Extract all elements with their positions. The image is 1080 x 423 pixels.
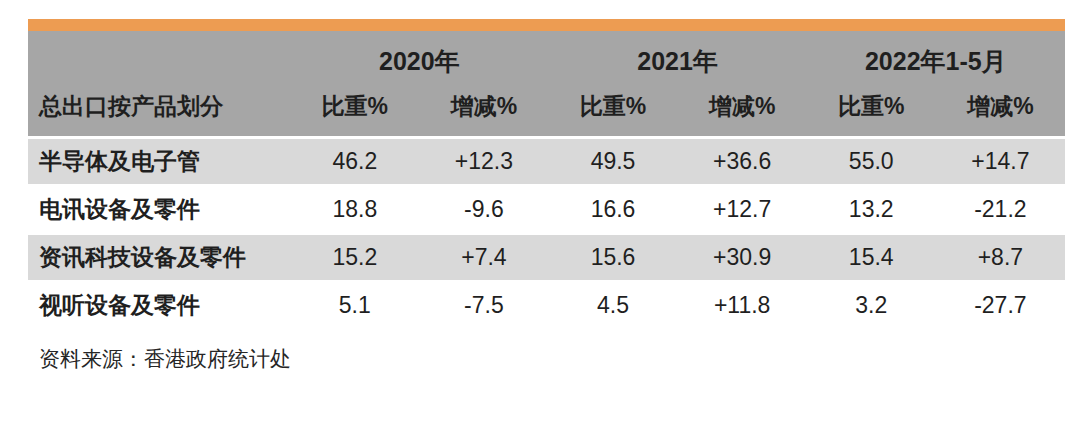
table-row-it-equipment: 资讯科技设备及零件 15.2 +7.4 15.6 +30.9 15.4 +8.7: [28, 233, 1065, 281]
cell-value: 55.0: [807, 137, 936, 185]
col-header-change-2020: 增减%: [419, 85, 548, 137]
cell-value: 16.6: [548, 185, 677, 233]
col-header-share-2021: 比重%: [548, 85, 677, 137]
cell-value: 15.2: [290, 233, 419, 281]
cell-value: +36.6: [678, 137, 807, 185]
cell-value: +30.9: [678, 233, 807, 281]
cell-value: 49.5: [548, 137, 677, 185]
year-header-2021: 2021年: [548, 31, 806, 85]
cell-value: +12.3: [419, 137, 548, 185]
cell-value: +11.8: [678, 281, 807, 329]
cell-value: 13.2: [807, 185, 936, 233]
row-label: 电讯设备及零件: [28, 185, 290, 233]
row-label: 资讯科技设备及零件: [28, 233, 290, 281]
sub-header-row: 总出口按产品划分 比重% 增减% 比重% 增减% 比重% 增减%: [28, 85, 1065, 137]
cell-value: -27.7: [936, 281, 1065, 329]
row-header-title: 总出口按产品划分: [28, 85, 290, 137]
cell-value: -21.2: [936, 185, 1065, 233]
row-label: 视听设备及零件: [28, 281, 290, 329]
col-header-share-2020: 比重%: [290, 85, 419, 137]
cell-value: -7.5: [419, 281, 548, 329]
cell-value: 4.5: [548, 281, 677, 329]
cell-value: 3.2: [807, 281, 936, 329]
export-table-card: 2020年 2021年 2022年1-5月 总出口按产品划分 比重% 增减% 比…: [28, 19, 1065, 373]
cell-value: 46.2: [290, 137, 419, 185]
cell-value: 18.8: [290, 185, 419, 233]
cell-value: 5.1: [290, 281, 419, 329]
col-header-change-2022: 增减%: [936, 85, 1065, 137]
cell-value: -9.6: [419, 185, 548, 233]
cell-value: +14.7: [936, 137, 1065, 185]
corner-cell: [28, 31, 290, 85]
year-header-2020: 2020年: [290, 31, 548, 85]
accent-bar: [28, 19, 1065, 31]
table-row-semiconductors: 半导体及电子管 46.2 +12.3 49.5 +36.6 55.0 +14.7: [28, 137, 1065, 185]
cell-value: 15.6: [548, 233, 677, 281]
page: 2020年 2021年 2022年1-5月 总出口按产品划分 比重% 增减% 比…: [0, 0, 1080, 423]
cell-value: +8.7: [936, 233, 1065, 281]
row-label: 半导体及电子管: [28, 137, 290, 185]
col-header-change-2021: 增减%: [678, 85, 807, 137]
export-table: 2020年 2021年 2022年1-5月 总出口按产品划分 比重% 增减% 比…: [28, 31, 1065, 329]
source-note: 资料来源：香港政府统计处: [28, 345, 1065, 373]
table-row-telecom: 电讯设备及零件 18.8 -9.6 16.6 +12.7 13.2 -21.2: [28, 185, 1065, 233]
cell-value: +12.7: [678, 185, 807, 233]
col-header-share-2022: 比重%: [807, 85, 936, 137]
table-row-audiovisual: 视听设备及零件 5.1 -7.5 4.5 +11.8 3.2 -27.7: [28, 281, 1065, 329]
year-header-2022: 2022年1-5月: [807, 31, 1065, 85]
cell-value: 15.4: [807, 233, 936, 281]
year-header-row: 2020年 2021年 2022年1-5月: [28, 31, 1065, 85]
cell-value: +7.4: [419, 233, 548, 281]
